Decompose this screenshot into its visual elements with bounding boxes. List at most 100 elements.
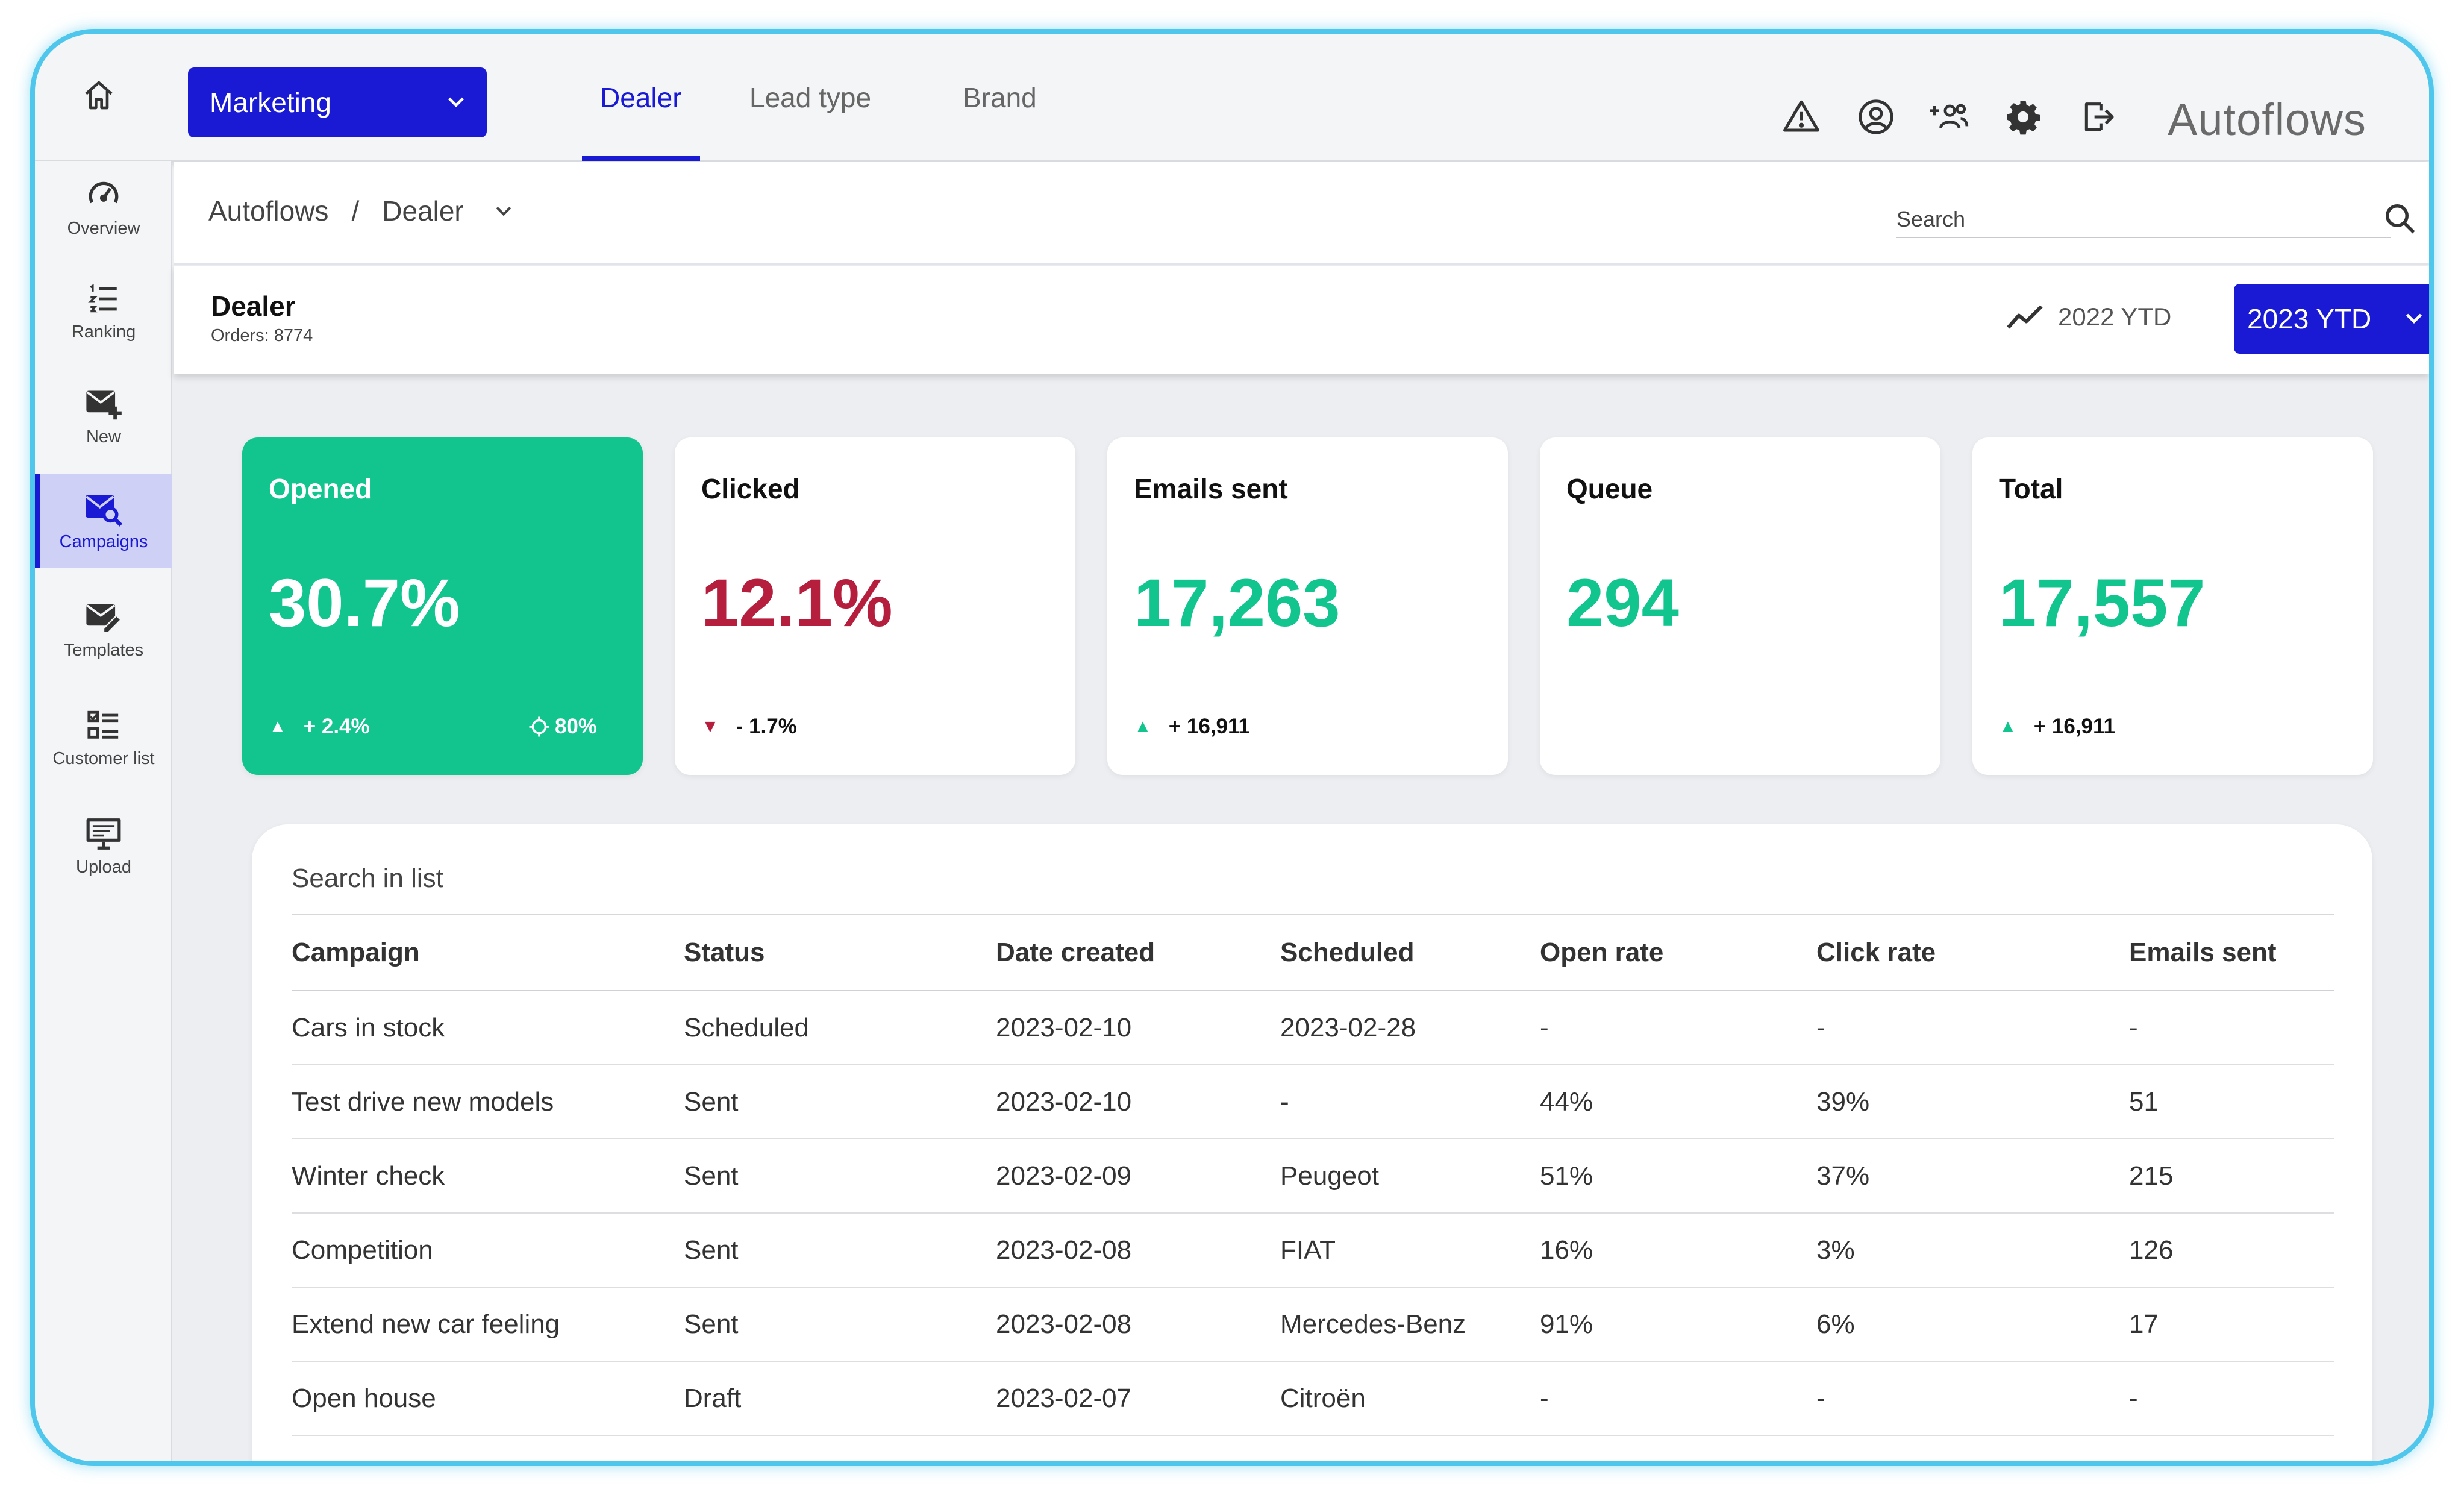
cell-date-created: 2023-02-08 — [996, 1287, 1280, 1362]
sidebar-item-customer-list[interactable]: Customer list — [35, 691, 172, 785]
cell-scheduled: FIAT — [1280, 1213, 1540, 1288]
cell-campaign: Winter check — [292, 1139, 684, 1214]
cell-scheduled: Citroën — [1280, 1361, 1540, 1436]
alerts-button[interactable] — [1780, 95, 1823, 139]
profile-button[interactable] — [1854, 95, 1898, 139]
table-row[interactable]: Extend new car feeling Sent 2023-02-08 M… — [292, 1287, 2334, 1362]
cell-scheduled: Peugeot — [1280, 1139, 1540, 1214]
sidebar-item-label: Upload — [76, 857, 131, 877]
column-header-open-rate[interactable]: Open rate — [1540, 915, 1816, 991]
sidebar-item-upload[interactable]: Upload — [35, 800, 172, 893]
kpi-card-total[interactable]: Total 17,557 ▲ + 16,911 — [1972, 437, 2373, 775]
cell-status: Draft — [684, 1361, 996, 1436]
period-select[interactable]: 2023 YTD — [2234, 284, 2429, 354]
kpi-card-queue[interactable]: Queue 294 — [1540, 437, 1940, 775]
column-header-click-rate[interactable]: Click rate — [1816, 915, 2129, 991]
top-bar: Marketing Dealer Lead type Brand Autoflo… — [35, 34, 2429, 161]
cell-open-rate: - — [1540, 991, 1816, 1065]
sub-header: Autoflows / Dealer — [174, 162, 2429, 265]
cell-click-rate: 6% — [1816, 1287, 2129, 1362]
breadcrumb-current: Dealer — [382, 195, 464, 227]
cell-status: Sent — [684, 1287, 996, 1362]
kpi-card-clicked[interactable]: Clicked 12.1% ▼ - 1.7% — [675, 437, 1075, 775]
cell-status: Sent — [684, 1139, 996, 1214]
search-icon[interactable] — [2382, 201, 2418, 237]
kpi-delta: ▲ + 16,911 — [1999, 715, 2115, 739]
compare-toggle[interactable]: 2022 YTD — [2005, 302, 2171, 332]
cell-click-rate: 37% — [1816, 1139, 2129, 1214]
column-header-emails-sent[interactable]: Emails sent — [2129, 915, 2334, 991]
sidebar-item-new[interactable]: New — [35, 369, 172, 463]
sidebar-item-overview[interactable]: Overview — [35, 161, 172, 254]
table-row[interactable]: Cars in stock Scheduled 2023-02-10 2023-… — [292, 991, 2334, 1065]
home-icon — [85, 81, 113, 110]
column-header-status[interactable]: Status — [684, 915, 996, 991]
cell-campaign: Competition — [292, 1213, 684, 1288]
app-window: Marketing Dealer Lead type Brand Autoflo… — [30, 29, 2434, 1466]
add-group-icon — [1930, 104, 1969, 128]
search-field — [1896, 196, 2415, 238]
settings-button[interactable] — [2001, 95, 2045, 139]
cell-click-rate: - — [1816, 1361, 2129, 1436]
cell-emails-sent: - — [2129, 991, 2334, 1065]
column-header-date-created[interactable]: Date created — [996, 915, 1280, 991]
tab-lead-type-label: Lead type — [749, 81, 872, 113]
cell-date-created: 2023-02-08 — [996, 1213, 1280, 1288]
kpi-label: Opened — [269, 473, 372, 504]
cell-status: Sent — [684, 1065, 996, 1139]
cell-campaign: Test drive new models — [292, 1065, 684, 1139]
table-row[interactable]: Test drive new models Sent 2023-02-10 - … — [292, 1065, 2334, 1139]
tab-lead-type[interactable]: Lead type — [749, 34, 871, 161]
list-search-field — [292, 854, 2334, 915]
table-row[interactable]: Competition Sent 2023-02-08 FIAT 16% 3% … — [292, 1213, 2334, 1288]
brand-logo: Autoflows — [2168, 95, 2366, 145]
search-input[interactable] — [1896, 196, 2318, 232]
cell-status: Sent — [684, 1213, 996, 1288]
kpi-card-opened[interactable]: Opened 30.7% ▲ + 2.4% 80% — [242, 437, 643, 775]
column-header-campaign[interactable]: Campaign — [292, 915, 684, 991]
column-header-scheduled[interactable]: Scheduled — [1280, 915, 1540, 991]
sidebar-item-campaigns[interactable]: Campaigns — [35, 474, 172, 568]
cell-open-rate: - — [1540, 1361, 1816, 1436]
logout-button[interactable] — [2076, 95, 2119, 139]
cell-date-created: 2023-02-10 — [996, 991, 1280, 1065]
sidebar-item-label: Templates — [63, 641, 144, 660]
sidebar-item-templates[interactable]: Templates — [35, 583, 172, 676]
target-icon — [529, 716, 549, 737]
mail-search-icon — [86, 495, 123, 527]
cell-open-rate: 91% — [1540, 1287, 1816, 1362]
sidebar-item-ranking[interactable]: Ranking — [35, 265, 172, 358]
cell-emails-sent: 126 — [2129, 1213, 2334, 1288]
cell-date-created: 2023-02-09 — [996, 1139, 1280, 1214]
kpi-delta-value: + 16,911 — [2033, 715, 2115, 738]
user-circle-icon — [1859, 99, 1893, 134]
orders-count: Orders: 8774 — [211, 326, 313, 345]
table-row[interactable]: Open house Draft 2023-02-07 Citroën - - … — [292, 1361, 2334, 1436]
breadcrumb-root[interactable]: Autoflows — [208, 195, 329, 227]
chevron-down-icon — [448, 97, 464, 108]
mail-edit-icon — [86, 604, 122, 634]
tab-dealer[interactable]: Dealer — [582, 34, 699, 161]
section-select[interactable]: Marketing — [188, 67, 487, 137]
section-select-value: Marketing — [210, 87, 331, 118]
home-button[interactable] — [77, 74, 120, 117]
breadcrumb-dropdown[interactable] — [490, 198, 517, 224]
cell-click-rate: 3% — [1816, 1213, 2129, 1288]
trend-line-icon — [2007, 305, 2043, 329]
kpi-target: 80% — [528, 715, 597, 739]
kpi-value: 294 — [1566, 565, 1679, 641]
cell-emails-sent: 51 — [2129, 1065, 2334, 1139]
arrow-up-icon: ▲ — [269, 716, 287, 736]
list-search-input[interactable] — [292, 854, 2334, 903]
sidebar-item-label: New — [86, 427, 121, 447]
sidebar-item-label: Campaigns — [59, 532, 148, 551]
tab-brand[interactable]: Brand — [963, 34, 1037, 161]
cell-click-rate: 39% — [1816, 1065, 2129, 1139]
checklist-icon — [87, 710, 119, 739]
kpi-card-emails-sent[interactable]: Emails sent 17,263 ▲ + 16,911 — [1107, 437, 1508, 775]
table-row[interactable]: Winter check Sent 2023-02-09 Peugeot 51%… — [292, 1139, 2334, 1214]
kpi-delta: ▲ + 16,911 — [1134, 715, 1250, 739]
add-user-button[interactable] — [1927, 95, 1970, 139]
compare-label: 2022 YTD — [2058, 302, 2172, 331]
kpi-label: Emails sent — [1134, 473, 1288, 504]
